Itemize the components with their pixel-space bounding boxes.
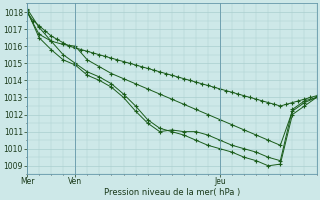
X-axis label: Pression niveau de la mer( hPa ): Pression niveau de la mer( hPa ) xyxy=(104,188,240,197)
